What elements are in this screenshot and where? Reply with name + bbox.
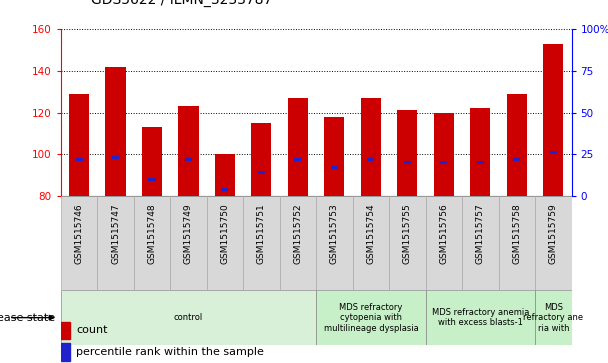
Bar	[215, 154, 235, 196]
Text: GSM1515757: GSM1515757	[476, 204, 485, 264]
Bar	[294, 158, 302, 161]
Bar	[543, 44, 563, 196]
Bar	[434, 113, 454, 196]
Bar	[170, 196, 207, 290]
Text: disease state: disease state	[0, 313, 55, 323]
Bar	[61, 322, 70, 339]
Bar	[513, 158, 520, 161]
Bar	[389, 196, 426, 290]
Text: GSM1515750: GSM1515750	[221, 204, 229, 264]
Bar	[185, 158, 192, 161]
Bar	[97, 196, 134, 290]
Bar	[535, 196, 572, 290]
Text: GSM1515747: GSM1515747	[111, 204, 120, 264]
Bar	[506, 94, 527, 196]
Text: GSM1515756: GSM1515756	[440, 204, 448, 264]
Bar	[462, 196, 499, 290]
Bar	[404, 161, 411, 164]
Text: GSM1515753: GSM1515753	[330, 204, 339, 264]
Bar	[280, 196, 316, 290]
Bar	[361, 98, 381, 196]
Bar	[324, 117, 344, 196]
Bar	[112, 156, 119, 159]
Bar	[316, 196, 353, 290]
Text: GSM1515759: GSM1515759	[549, 204, 558, 264]
Bar	[243, 196, 280, 290]
Bar	[367, 158, 375, 161]
Text: MDS refractory
cytopenia with
multilineage dysplasia: MDS refractory cytopenia with multilinea…	[323, 303, 418, 333]
Bar	[178, 106, 198, 196]
Bar	[470, 108, 490, 196]
Text: GSM1515755: GSM1515755	[403, 204, 412, 264]
Bar	[61, 196, 97, 290]
Text: GSM1515751: GSM1515751	[257, 204, 266, 264]
Bar	[251, 123, 271, 196]
Bar	[148, 178, 156, 181]
Bar	[105, 66, 125, 196]
Text: MDS
refractory ane
ria with: MDS refractory ane ria with	[523, 303, 583, 333]
Text: control: control	[174, 313, 203, 322]
Bar	[426, 196, 462, 290]
Bar	[397, 110, 417, 196]
Bar	[61, 343, 70, 361]
Bar	[535, 290, 572, 345]
Text: GSM1515748: GSM1515748	[148, 204, 156, 264]
Text: GDS5622 / ILMN_3233787: GDS5622 / ILMN_3233787	[91, 0, 272, 7]
Bar	[207, 196, 243, 290]
Text: MDS refractory anemia
with excess blasts-1: MDS refractory anemia with excess blasts…	[432, 308, 529, 327]
Bar	[499, 196, 535, 290]
Bar	[221, 188, 229, 191]
Text: GSM1515758: GSM1515758	[513, 204, 521, 264]
Bar	[69, 94, 89, 196]
Bar	[258, 171, 265, 174]
Text: count: count	[76, 325, 108, 335]
Bar	[316, 290, 426, 345]
Bar	[142, 127, 162, 196]
Bar	[550, 151, 557, 154]
Text: GSM1515746: GSM1515746	[75, 204, 83, 264]
Text: GSM1515754: GSM1515754	[367, 204, 375, 264]
Bar	[426, 290, 535, 345]
Text: percentile rank within the sample: percentile rank within the sample	[76, 347, 264, 357]
Bar	[353, 196, 389, 290]
Bar	[331, 166, 338, 169]
Bar	[440, 161, 447, 164]
Bar	[477, 161, 484, 164]
Text: GSM1515752: GSM1515752	[294, 204, 302, 264]
Bar	[61, 290, 316, 345]
Bar	[75, 158, 83, 161]
Bar	[288, 98, 308, 196]
Bar	[134, 196, 170, 290]
Text: GSM1515749: GSM1515749	[184, 204, 193, 264]
